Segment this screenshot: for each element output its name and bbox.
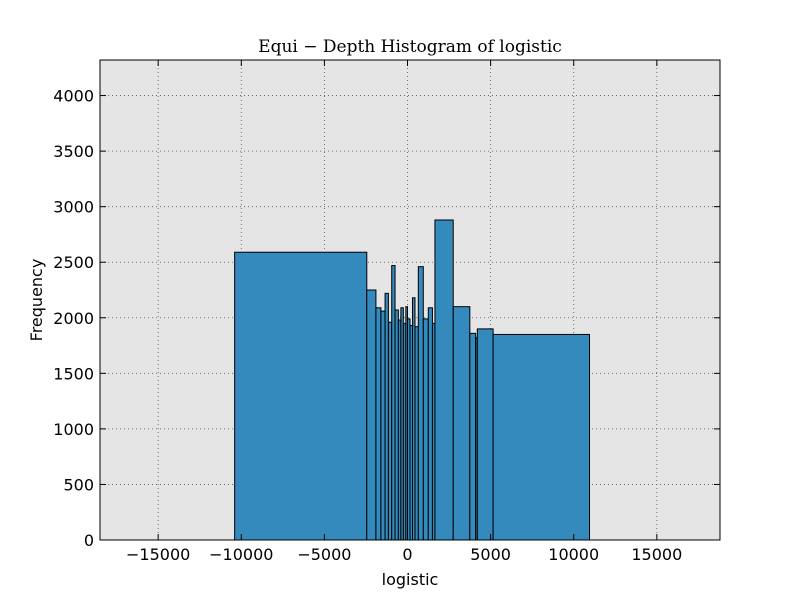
x-tick-label: 15000 xyxy=(631,545,682,564)
histogram-bar xyxy=(380,310,386,541)
y-tick-label: 500 xyxy=(63,475,94,494)
histogram-bar xyxy=(469,332,477,541)
histogram-bar xyxy=(427,307,433,541)
x-tick-label: −15000 xyxy=(126,545,190,564)
histogram-bar xyxy=(417,266,424,541)
y-tick-label: 0 xyxy=(84,531,94,550)
axis-ticks: −15000 −10000 −5000 0 5000 10000 15000 0 500 1000… xyxy=(53,60,720,564)
x-tick-label: −5000 xyxy=(297,545,351,564)
chart-title: Equi − Depth Histogram of logistic xyxy=(258,37,562,57)
y-tick-label: 1000 xyxy=(53,420,94,439)
x-tick-label: 5000 xyxy=(470,545,511,564)
plot-frame xyxy=(99,59,721,541)
y-tick-label: 2000 xyxy=(53,309,94,328)
histogram-bar xyxy=(366,289,377,541)
histogram-bar xyxy=(234,251,368,541)
histogram-bars xyxy=(234,219,591,541)
histogram-bar xyxy=(434,219,454,541)
histogram-bar xyxy=(476,328,494,541)
x-tick-label: 0 xyxy=(402,545,412,564)
y-axis-label: Frequency xyxy=(27,259,46,342)
histogram-bar xyxy=(492,333,591,541)
x-tick-label: 10000 xyxy=(548,545,599,564)
y-tick-label: 1500 xyxy=(53,364,94,383)
y-tick-label: 3000 xyxy=(53,198,94,217)
y-tick-label: 4000 xyxy=(53,87,94,106)
y-tick-label: 2500 xyxy=(53,253,94,272)
histogram-bar xyxy=(375,307,382,541)
histogram-bar xyxy=(422,318,429,541)
x-axis-label: logistic xyxy=(382,570,439,589)
y-tick-label: 3500 xyxy=(53,142,94,161)
histogram-bar xyxy=(452,306,471,541)
x-tick-label: −10000 xyxy=(209,545,273,564)
